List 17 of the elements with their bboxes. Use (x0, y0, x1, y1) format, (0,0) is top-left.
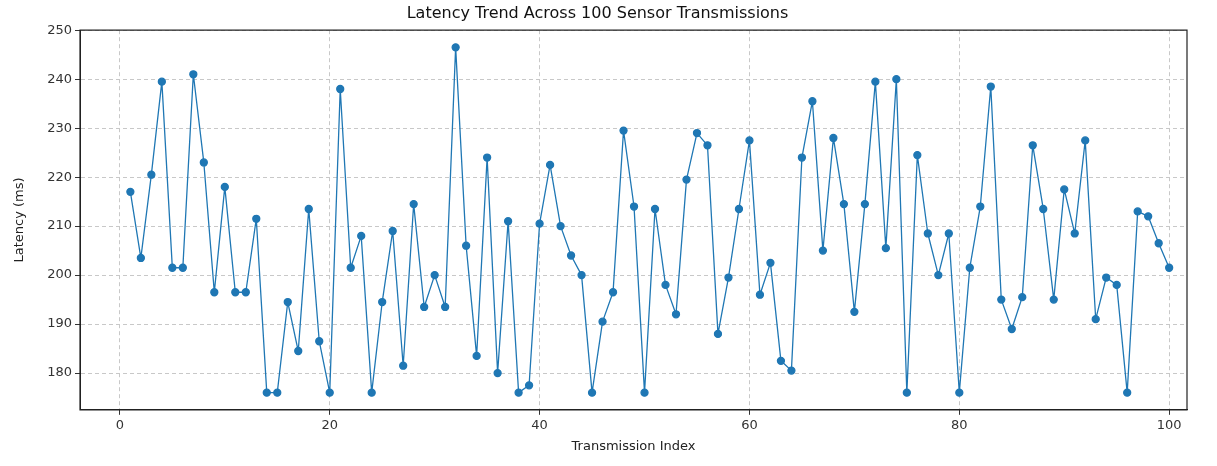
x-tick-label: 100 (1156, 416, 1182, 432)
y-tick-label: 240 (47, 70, 72, 86)
x-tick-label: 0 (115, 416, 125, 432)
chart-title: Latency Trend Across 100 Sensor Transmissions (406, 2, 789, 22)
x-tick-label: 40 (531, 416, 548, 432)
y-tick-label: 250 (47, 21, 72, 37)
y-tick-label: 230 (47, 119, 72, 135)
y-tick-label: 220 (47, 168, 72, 184)
x-axis-title: Transmission Index (570, 437, 696, 453)
x-tick-label: 80 (951, 416, 968, 432)
y-tick-label: 210 (47, 217, 72, 233)
y-axis-title: Latency (ms) (11, 177, 27, 263)
y-tick-label: 180 (47, 364, 72, 380)
y-tick-label: 190 (47, 315, 72, 331)
y-tick-label: 200 (47, 266, 72, 282)
x-tick-label: 60 (741, 416, 758, 432)
x-tick-label: 20 (321, 416, 338, 432)
